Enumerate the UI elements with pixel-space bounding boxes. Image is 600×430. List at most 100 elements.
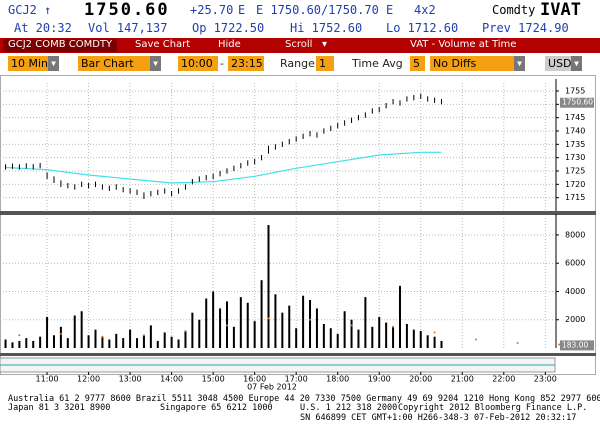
volume-bar <box>129 329 132 348</box>
last-value-label: 1750.60 <box>562 98 593 107</box>
avg-input[interactable]: 5 <box>410 56 425 71</box>
toolbar-title: VAT - Volume at Time <box>410 39 517 50</box>
average-dot <box>350 324 353 327</box>
last-value-box <box>560 340 594 351</box>
footer-line: Australia 61 2 9777 8600 Brazil 5511 304… <box>8 394 600 404</box>
footer-line: Copyright 2012 Bloomberg Finance L.P. <box>398 403 588 413</box>
x-tick-label: 18:00 <box>326 375 349 384</box>
volume-bar <box>73 315 76 348</box>
scroll-arrow: ▾ <box>322 39 328 50</box>
volume-bar <box>378 316 381 348</box>
volume-bar <box>412 329 415 348</box>
volume-bar <box>177 339 180 348</box>
volume-bar <box>274 294 277 348</box>
function: IVAT <box>540 0 581 20</box>
volume-bar <box>80 311 83 348</box>
last-value-box <box>560 97 594 108</box>
x-tick-label: 17:00 <box>285 375 308 384</box>
range-input[interactable]: 1 <box>316 56 334 71</box>
footer-line: U.S. 1 212 318 2000 <box>300 403 398 413</box>
flag: E <box>238 3 246 17</box>
range-label: Range <box>280 57 315 70</box>
volume-bar <box>94 329 97 348</box>
volume-bar <box>18 340 21 348</box>
change: +25.70 <box>190 3 234 17</box>
toolbar: GCJ2 COMB COMDTY Save Chart Hide Scroll … <box>0 38 600 53</box>
period-select[interactable]: 10 Min <box>8 56 48 71</box>
volume-bar <box>392 326 395 348</box>
time: At 20:32 <box>14 21 72 35</box>
save-button[interactable]: Save Chart <box>135 39 191 50</box>
scroll-button[interactable]: Scroll <box>285 39 313 50</box>
volume-bar <box>426 335 429 348</box>
volume-bar <box>329 328 332 348</box>
volume-bar <box>108 339 111 348</box>
y-tick-label: 1730 <box>565 153 585 162</box>
x-tick-label: 11:00 <box>36 375 59 384</box>
volume-bar <box>39 336 42 348</box>
footer-line: Singapore 65 6212 1000 <box>160 403 273 413</box>
dropdown-arrow[interactable]: ▼ <box>150 56 161 71</box>
average-dot <box>225 324 228 327</box>
volume-bar <box>170 336 173 348</box>
prev: Prev 1724.90 <box>482 21 569 35</box>
hide-button[interactable]: Hide <box>218 39 241 50</box>
panel-divider <box>0 211 596 215</box>
volume-bar <box>219 308 222 348</box>
dash: - <box>220 57 224 70</box>
average-dot <box>18 334 21 337</box>
average-dot <box>558 343 561 346</box>
dropdown-arrow[interactable]: ▼ <box>514 56 525 71</box>
volume-bar <box>4 339 7 348</box>
volume-bar <box>52 335 55 348</box>
volume-bar <box>288 305 291 348</box>
average-dot <box>392 325 395 328</box>
volume-bar <box>309 299 312 348</box>
volume-bar <box>357 329 360 348</box>
volume-bar <box>281 312 284 348</box>
volume-bar <box>295 328 298 348</box>
end-time[interactable]: 23:15 <box>228 56 264 71</box>
volume-bar <box>302 295 305 348</box>
x-tick-label: 19:00 <box>368 375 391 384</box>
volume-bar <box>239 297 242 348</box>
volume-bar <box>433 336 436 348</box>
volume-bar <box>136 338 139 348</box>
avg-label: Time Avg <box>352 57 403 70</box>
volume-bar <box>232 326 235 348</box>
average-dot <box>142 334 145 337</box>
average-dot <box>433 331 436 334</box>
security-box <box>3 39 117 52</box>
x-axis-label: 07 Feb 2012 <box>247 383 297 392</box>
dropdown-arrow[interactable]: ▼ <box>48 56 59 71</box>
ticker: GCJ2 ↑ <box>8 3 52 17</box>
diffs-select[interactable]: No Diffs <box>430 56 514 71</box>
x-tick-label: 20:00 <box>409 375 432 384</box>
chart-type-select[interactable]: Bar Chart <box>78 56 150 71</box>
volume-bar <box>142 335 145 348</box>
volume-bar <box>315 308 318 348</box>
dropdown-arrow[interactable]: ▼ <box>571 56 582 71</box>
volume-bar <box>163 332 166 348</box>
price: 1750.60 <box>84 0 170 20</box>
size: 4x2 <box>414 3 436 17</box>
volume-bar <box>322 323 325 348</box>
y-tick-label: 1720 <box>565 180 585 189</box>
volume-bar <box>191 312 194 348</box>
volume-bar <box>46 316 49 348</box>
volume-bar <box>59 326 62 348</box>
volume-bar <box>87 335 90 348</box>
volume-bar <box>398 285 401 348</box>
security: GCJ2 COMB COMDTY <box>8 39 113 50</box>
high: Hi 1752.60 <box>290 21 363 35</box>
volume-bar <box>343 311 346 348</box>
currency-select[interactable]: USD <box>545 56 572 71</box>
quote: E 1750.60/1750.70 E <box>256 3 394 17</box>
x-tick-label: 16:00 <box>243 375 266 384</box>
volume-bar <box>101 336 104 348</box>
start-time[interactable]: 10:00 <box>178 56 218 71</box>
footer-line: SN 646899 CET GMT+1:00 H266-348-3 07-Feb… <box>300 413 577 423</box>
volume-bar <box>32 340 35 348</box>
last-value-label: 183.00 <box>562 340 588 349</box>
